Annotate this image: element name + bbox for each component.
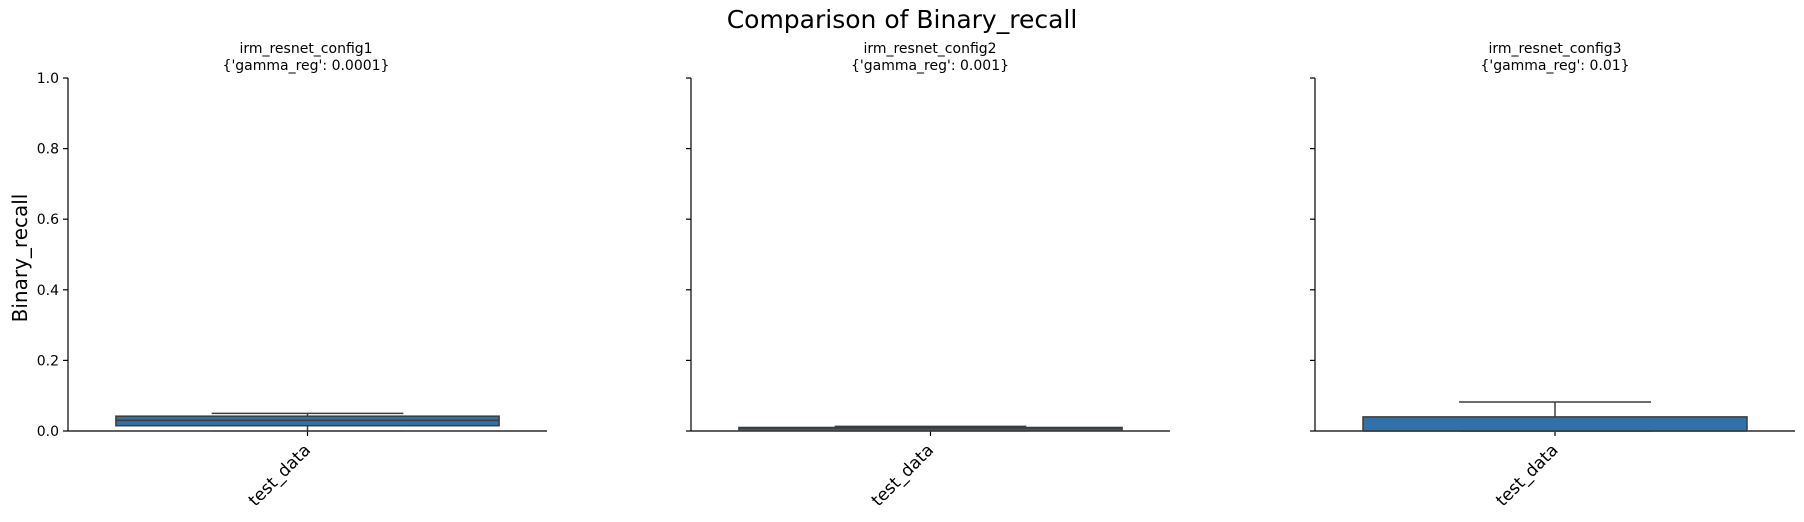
subplot-title: irm_resnet_config3 (1488, 41, 1621, 57)
subplot-3: irm_resnet_config3 {'gamma_reg': 0.01} t… (1310, 41, 1795, 511)
y-tick-label: 0.4 (37, 283, 59, 299)
subplot-2: irm_resnet_config2 {'gamma_reg': 0.001} … (686, 41, 1170, 511)
subplot-1: irm_resnet_config1 {'gamma_reg': 0.0001}… (37, 41, 547, 511)
subplot-title: irm_resnet_config1 (239, 41, 372, 57)
subplot-subtitle: {'gamma_reg': 0.001} (851, 58, 1009, 74)
y-tick-label: 0.2 (37, 353, 59, 369)
x-tick-label: test_data (868, 440, 938, 510)
y-tick-label: 1.0 (37, 71, 59, 87)
subplot-subtitle: {'gamma_reg': 0.0001} (223, 58, 390, 74)
x-tick-label: test_data (1492, 440, 1562, 510)
subplot-title: irm_resnet_config2 (863, 41, 996, 57)
subplot-subtitle: {'gamma_reg': 0.01} (1480, 58, 1629, 74)
y-axis-label: Binary_recall (8, 194, 32, 323)
y-tick-label: 0.6 (37, 212, 59, 228)
x-tick-label: test_data (245, 440, 315, 510)
figure-title: Comparison of Binary_recall (727, 5, 1078, 34)
box (1362, 416, 1748, 432)
y-tick-label: 0.0 (37, 424, 59, 440)
y-tick-label: 0.8 (37, 142, 59, 158)
